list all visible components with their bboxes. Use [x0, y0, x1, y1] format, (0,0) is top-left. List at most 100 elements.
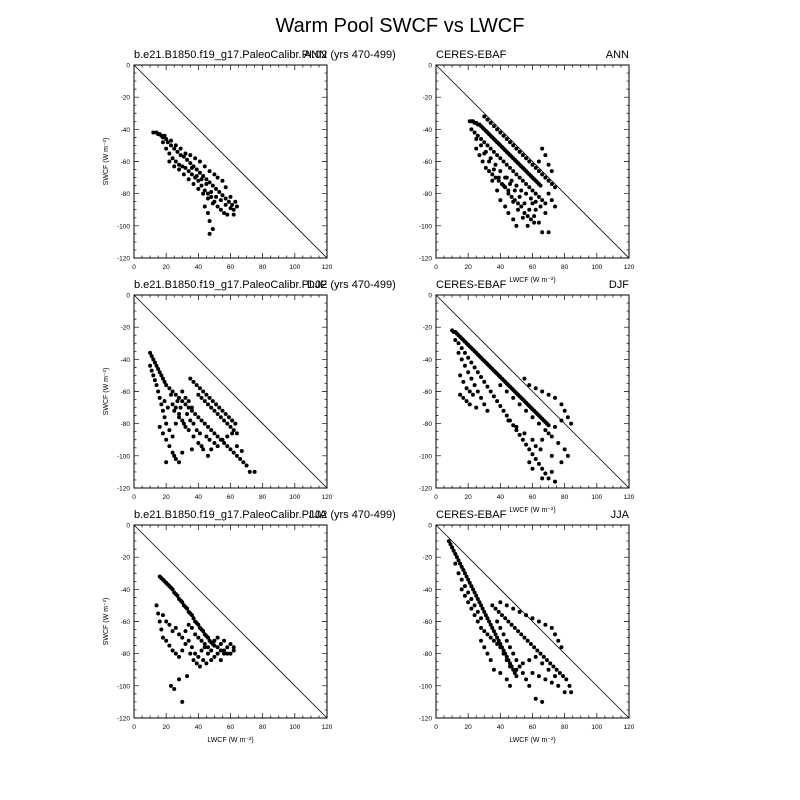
data-point — [183, 165, 188, 170]
data-point — [151, 130, 156, 135]
data-point — [557, 670, 562, 675]
data-point — [215, 645, 220, 650]
data-point — [205, 453, 210, 458]
y-tick-label: -40 — [423, 357, 433, 364]
data-point — [164, 383, 169, 388]
data-point — [207, 219, 212, 224]
y-tick-label: -120 — [117, 256, 130, 263]
data-point — [536, 194, 541, 199]
y-tick-label: -60 — [121, 389, 131, 396]
data-point — [540, 172, 545, 177]
data-point — [498, 642, 503, 647]
data-point — [487, 169, 492, 174]
data-point — [496, 175, 501, 180]
data-point — [553, 395, 558, 400]
data-point — [485, 616, 490, 621]
y-tick-label: -100 — [117, 683, 130, 690]
x-tick-label: 20 — [163, 724, 171, 731]
data-point — [479, 136, 484, 141]
data-point — [538, 447, 543, 452]
data-point — [189, 172, 194, 177]
data-point — [472, 613, 477, 618]
data-point — [233, 421, 238, 426]
data-point — [482, 402, 487, 407]
data-point — [527, 447, 532, 452]
reference-line — [133, 294, 328, 489]
data-point — [501, 133, 506, 138]
data-point — [479, 395, 484, 400]
data-point — [199, 638, 204, 643]
data-point — [178, 153, 183, 158]
panel-title-right: DJF — [307, 279, 327, 291]
data-point — [511, 651, 516, 656]
data-point — [453, 338, 458, 343]
data-point — [222, 210, 227, 215]
data-point — [501, 651, 506, 656]
y-tick-label: -20 — [121, 325, 131, 332]
y-tick-label: -20 — [423, 325, 433, 332]
data-point — [479, 375, 484, 380]
data-point — [186, 405, 191, 410]
data-point — [199, 395, 204, 400]
y-tick-label: -80 — [423, 421, 433, 428]
data-point — [170, 389, 175, 394]
x-tick-label: 40 — [497, 264, 505, 271]
data-point — [230, 431, 235, 436]
x-tick-label: 0 — [434, 494, 438, 501]
data-point — [162, 399, 167, 404]
data-point — [546, 431, 551, 436]
data-point — [165, 140, 170, 145]
data-point — [220, 408, 225, 413]
data-point — [543, 153, 548, 158]
data-point — [218, 415, 223, 420]
data-point — [511, 606, 516, 611]
data-point — [469, 596, 474, 601]
y-tick-label: -80 — [121, 191, 131, 198]
data-point — [231, 212, 236, 217]
data-point — [215, 444, 220, 449]
data-point — [498, 198, 503, 203]
data-point — [181, 172, 186, 177]
data-point — [191, 379, 196, 384]
data-point — [538, 204, 543, 209]
data-point — [154, 363, 159, 368]
data-point — [212, 431, 217, 436]
data-point — [228, 194, 233, 199]
data-point — [538, 651, 543, 656]
data-point — [215, 635, 220, 640]
y-tick-label: 0 — [126, 63, 130, 70]
y-tick-label: -60 — [423, 619, 433, 626]
x-tick-label: 120 — [624, 264, 635, 271]
data-point — [559, 418, 564, 423]
data-point — [543, 210, 548, 215]
data-point — [524, 408, 529, 413]
y-tick-label: -60 — [121, 619, 131, 626]
data-point — [530, 452, 535, 457]
data-point — [504, 677, 509, 682]
data-point — [522, 635, 527, 640]
data-point — [493, 632, 498, 637]
data-point — [527, 683, 532, 688]
data-point — [226, 199, 231, 204]
data-point — [204, 392, 209, 397]
data-point — [212, 643, 217, 648]
y-tick-label: -60 — [423, 389, 433, 396]
data-point — [475, 596, 480, 601]
data-point — [172, 453, 177, 458]
data-point — [556, 683, 561, 688]
data-point — [516, 207, 521, 212]
data-point — [524, 677, 529, 682]
data-point — [459, 564, 464, 569]
data-point — [204, 661, 209, 666]
data-point — [196, 178, 201, 183]
data-point — [168, 138, 173, 143]
data-point — [225, 421, 230, 426]
data-point — [170, 629, 175, 634]
data-point — [233, 199, 238, 204]
data-point — [157, 370, 162, 375]
data-point — [459, 577, 464, 582]
data-point — [175, 593, 180, 598]
data-point — [157, 132, 162, 137]
data-point — [186, 638, 191, 643]
y-tick-label: -20 — [121, 555, 131, 562]
